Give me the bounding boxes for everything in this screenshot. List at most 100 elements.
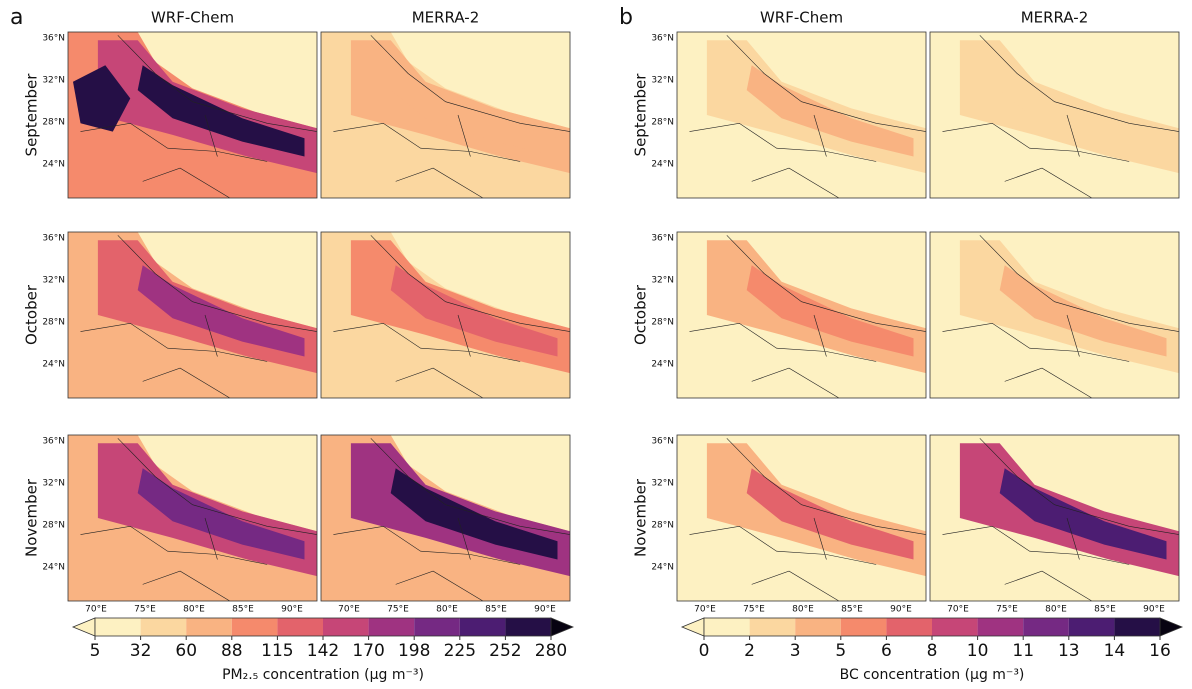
lat-tick-label: 32°N bbox=[651, 276, 674, 286]
colorbar-extend bbox=[71, 617, 96, 637]
colorbar-bin bbox=[277, 618, 323, 636]
lat-tick-label: 28°N bbox=[42, 521, 65, 531]
colorbar-bin bbox=[231, 618, 278, 636]
map-region bbox=[390, 32, 570, 129]
colorbar-tick-label: 5 bbox=[90, 641, 101, 661]
colorbar-bin bbox=[368, 618, 415, 636]
lat-tick-label: 32°N bbox=[651, 76, 674, 86]
colorbar-bin bbox=[704, 618, 750, 636]
lon-tick-label: 90°E bbox=[281, 605, 303, 615]
lon-tick-label: 85°E bbox=[1094, 605, 1116, 615]
map-region bbox=[73, 65, 131, 132]
lat-tick-label: 28°N bbox=[42, 318, 65, 328]
map bbox=[676, 31, 927, 199]
colorbar-tick-label: 32 bbox=[130, 641, 152, 661]
row-label: September bbox=[632, 73, 650, 157]
lon-tick-label: 90°E bbox=[890, 605, 912, 615]
colorbar-tick-label: 14 bbox=[1104, 641, 1126, 661]
lon-tick-label: 85°E bbox=[485, 605, 507, 615]
map-region bbox=[999, 232, 1179, 329]
colorbar-bin bbox=[505, 618, 551, 636]
colorbar-tick-label: 170 bbox=[352, 641, 384, 661]
colorbar-tick-label: 60 bbox=[175, 641, 197, 661]
colorbar-extend bbox=[550, 617, 575, 637]
colorbar-tick-label: 225 bbox=[444, 641, 476, 661]
map-region bbox=[390, 65, 558, 157]
colorbar-bin bbox=[95, 618, 141, 636]
map-region bbox=[746, 32, 926, 129]
lat-tick-label: 24°N bbox=[651, 563, 674, 573]
panel-letter: a bbox=[10, 5, 23, 30]
colorbar-tick-label: 198 bbox=[398, 641, 430, 661]
lon-tick-label: 80°E bbox=[436, 605, 458, 615]
row-label: October bbox=[23, 284, 41, 345]
colorbar-extend bbox=[1159, 617, 1184, 637]
map-region bbox=[999, 65, 1167, 157]
colorbar-bin bbox=[1023, 618, 1069, 636]
lat-tick-label: 32°N bbox=[651, 479, 674, 489]
lat-tick-label: 32°N bbox=[42, 76, 65, 86]
lon-tick-label: 80°E bbox=[183, 605, 205, 615]
map-region bbox=[137, 65, 305, 157]
colorbar-tick-label: 5 bbox=[835, 641, 846, 661]
lat-tick-label: 24°N bbox=[651, 360, 674, 370]
colorbar-bin bbox=[323, 618, 369, 636]
colorbar-bin bbox=[186, 618, 232, 636]
lat-tick-label: 28°N bbox=[651, 318, 674, 328]
map-border bbox=[689, 438, 927, 602]
row-label: November bbox=[632, 478, 650, 557]
colorbar-bin bbox=[886, 618, 932, 636]
lat-tick-label: 36°N bbox=[651, 234, 674, 244]
lon-tick-label: 90°E bbox=[1143, 605, 1165, 615]
colorbar-tick-label: 16 bbox=[1149, 641, 1171, 661]
map-border bbox=[80, 235, 318, 399]
map-frame bbox=[320, 231, 571, 399]
colorbar-bin bbox=[749, 618, 796, 636]
lat-tick-label: 36°N bbox=[651, 437, 674, 447]
lon-tick-label: 85°E bbox=[841, 605, 863, 615]
map-region bbox=[746, 435, 926, 532]
map-region bbox=[137, 468, 305, 560]
map bbox=[929, 434, 1180, 602]
map-frame bbox=[929, 434, 1180, 602]
lon-tick-label: 70°E bbox=[85, 605, 107, 615]
lon-tick-label: 75°E bbox=[387, 605, 409, 615]
map-border bbox=[80, 438, 318, 602]
colorbar-tick-label: 115 bbox=[261, 641, 293, 661]
lon-tick-label: 80°E bbox=[792, 605, 814, 615]
map bbox=[320, 231, 571, 399]
row-label: September bbox=[23, 73, 41, 157]
colorbar-tick-label: 10 bbox=[967, 641, 989, 661]
map-border bbox=[80, 35, 318, 199]
lon-tick-label: 70°E bbox=[338, 605, 360, 615]
lon-tick-label: 75°E bbox=[996, 605, 1018, 615]
lat-tick-label: 28°N bbox=[651, 118, 674, 128]
map-region bbox=[137, 232, 317, 329]
colorbar-tick-label: 11 bbox=[1012, 641, 1034, 661]
map-region bbox=[746, 65, 914, 157]
map-region bbox=[137, 435, 317, 532]
colorbar-tick-label: 3 bbox=[790, 641, 801, 661]
lat-tick-label: 24°N bbox=[651, 160, 674, 170]
colorbar-bin bbox=[977, 618, 1024, 636]
lat-tick-label: 36°N bbox=[42, 34, 65, 44]
map-border bbox=[689, 235, 927, 399]
map-frame bbox=[67, 231, 318, 399]
map-region bbox=[390, 232, 570, 329]
lat-tick-label: 24°N bbox=[42, 360, 65, 370]
colorbar-tick-label: 88 bbox=[221, 641, 243, 661]
map-border bbox=[689, 35, 927, 199]
map-region bbox=[390, 265, 558, 357]
lon-tick-label: 70°E bbox=[694, 605, 716, 615]
column-header: MERRA-2 bbox=[1021, 9, 1089, 27]
map bbox=[929, 31, 1180, 199]
map bbox=[67, 231, 318, 399]
colorbar-bin bbox=[140, 618, 187, 636]
colorbar-tick-label: 0 bbox=[699, 641, 710, 661]
map-region bbox=[999, 265, 1167, 357]
colorbar-tick-label: 8 bbox=[927, 641, 938, 661]
map-region bbox=[999, 32, 1179, 129]
colorbar-tick-label: 6 bbox=[881, 641, 892, 661]
colorbar-label: PM₂.₅ concentration (μg m⁻³) bbox=[222, 667, 424, 683]
